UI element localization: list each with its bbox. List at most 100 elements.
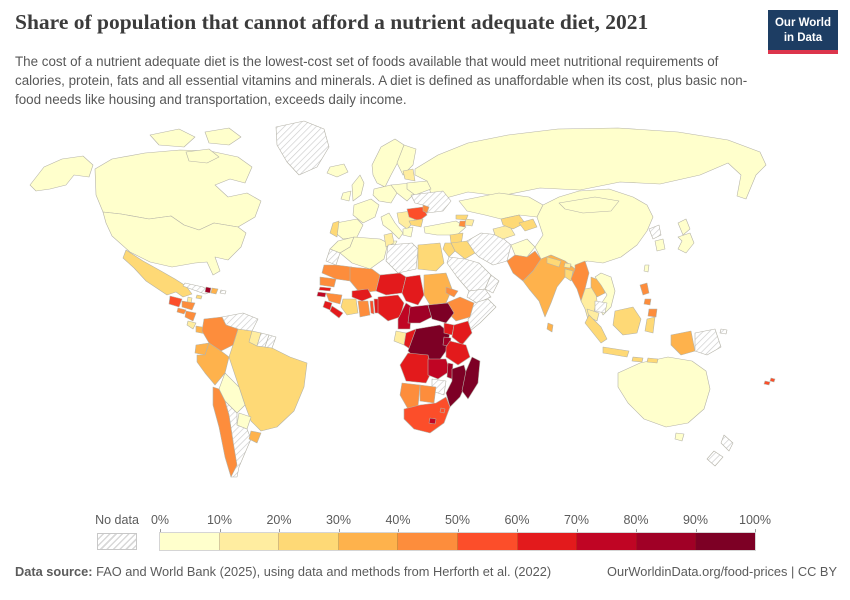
country-indonesia-papua[interactable] <box>670 330 696 356</box>
country-guinea[interactable] <box>325 292 343 305</box>
country-new-britain[interactable] <box>719 328 728 335</box>
country-russia[interactable] <box>414 127 767 200</box>
country-canada-arctic-island[interactable] <box>204 127 242 146</box>
country-gambia[interactable] <box>318 286 332 292</box>
country-honduras[interactable] <box>181 300 196 311</box>
country-new-zealand-north[interactable] <box>720 434 734 452</box>
country-iceland[interactable] <box>326 163 349 178</box>
country-sierra-leone[interactable] <box>322 300 333 311</box>
country-chad[interactable] <box>401 274 425 306</box>
legend-color-segment[interactable] <box>696 533 755 550</box>
country-new-zealand-south[interactable] <box>706 450 724 467</box>
country-azerbaijan[interactable] <box>464 218 475 227</box>
country-french-guiana[interactable] <box>264 334 277 349</box>
legend-color-segment[interactable] <box>219 533 280 550</box>
country-tanzania[interactable] <box>445 340 471 366</box>
country-burkina-faso[interactable] <box>351 288 373 302</box>
country-paraguay[interactable] <box>236 412 252 430</box>
country-mozambique[interactable] <box>445 364 469 408</box>
country-norway-sweden[interactable] <box>371 138 405 188</box>
country-north-korea[interactable] <box>648 224 662 240</box>
country-egypt[interactable] <box>417 242 445 272</box>
country-mongolia[interactable] <box>558 196 620 214</box>
country-alaska[interactable] <box>29 155 94 192</box>
country-taiwan[interactable] <box>643 264 650 273</box>
country-south-africa[interactable] <box>403 396 451 434</box>
country-zambia[interactable] <box>427 358 451 380</box>
country-liberia[interactable] <box>329 305 344 319</box>
legend-no-data-swatch[interactable] <box>97 533 137 550</box>
country-eritrea[interactable] <box>445 286 459 298</box>
country-france[interactable] <box>352 198 380 224</box>
country-philippines[interactable] <box>643 298 652 306</box>
country-el-salvador[interactable] <box>176 307 187 315</box>
country-nicaragua[interactable] <box>184 310 197 322</box>
country-kazakhstan[interactable] <box>458 192 544 220</box>
country-armenia[interactable] <box>458 220 467 228</box>
country-ghana[interactable] <box>357 300 371 318</box>
country-eswatini[interactable] <box>439 407 446 414</box>
legend-color-segment[interactable] <box>577 533 637 550</box>
country-south-korea[interactable] <box>654 238 666 252</box>
legend-color-segment[interactable] <box>636 533 697 550</box>
country-indonesia-sulawesi[interactable] <box>644 316 656 334</box>
country-chile[interactable] <box>212 386 238 478</box>
country-ireland[interactable] <box>340 190 352 202</box>
country-sri-lanka[interactable] <box>546 322 554 333</box>
country-fiji[interactable] <box>763 380 771 386</box>
country-philippines-mindanao[interactable] <box>647 308 658 318</box>
country-puerto-rico[interactable] <box>219 289 227 295</box>
country-kenya[interactable] <box>451 320 473 346</box>
country-costa-rica[interactable] <box>186 320 197 330</box>
country-united-kingdom[interactable] <box>351 174 365 202</box>
country-jamaica[interactable] <box>195 294 203 300</box>
country-mexico[interactable] <box>122 249 193 298</box>
country-tunisia[interactable] <box>383 232 395 248</box>
country-kyrgyzstan[interactable] <box>518 218 538 232</box>
country-cambodia[interactable] <box>594 300 608 314</box>
country-greece[interactable] <box>402 226 414 238</box>
country-senegal[interactable] <box>319 276 337 288</box>
country-bangladesh[interactable] <box>564 268 574 282</box>
country-indonesia-java[interactable] <box>602 346 630 358</box>
country-portugal[interactable] <box>329 220 340 238</box>
country-south-sudan[interactable] <box>427 302 455 324</box>
country-haiti[interactable] <box>204 286 212 294</box>
country-jordan[interactable] <box>442 242 456 258</box>
country-cote-divoire[interactable] <box>340 298 359 316</box>
legend-color-segment[interactable] <box>160 533 220 550</box>
country-guatemala[interactable] <box>168 295 183 308</box>
country-guinea-bissau[interactable] <box>316 291 327 298</box>
license-link[interactable]: OurWorldinData.org/food-prices | CC BY <box>607 564 837 579</box>
country-namibia[interactable] <box>399 382 421 410</box>
country-angola[interactable] <box>399 352 433 384</box>
country-libya[interactable] <box>385 242 419 274</box>
country-indonesia-lesser-sunda[interactable] <box>631 356 644 363</box>
country-japan-hokkaido[interactable] <box>677 218 691 236</box>
owid-logo[interactable]: Our World in Data <box>767 10 838 54</box>
country-tasmania[interactable] <box>674 432 685 442</box>
country-romania[interactable] <box>406 206 428 222</box>
country-fiji[interactable] <box>769 377 776 383</box>
legend-color-segment[interactable] <box>517 533 578 550</box>
legend-color-segment[interactable] <box>279 533 339 550</box>
country-madagascar[interactable] <box>461 356 481 400</box>
country-moldova[interactable] <box>422 204 430 214</box>
country-canada-arctic-island[interactable] <box>185 148 220 164</box>
country-indonesia-lesser-sunda[interactable] <box>646 357 659 364</box>
country-italy[interactable] <box>380 212 404 240</box>
country-bhutan[interactable] <box>563 262 572 269</box>
country-canada-arctic-island[interactable] <box>149 128 196 148</box>
country-peru[interactable] <box>196 342 230 386</box>
country-botswana[interactable] <box>419 384 437 404</box>
country-belarus[interactable] <box>406 180 432 196</box>
country-papua-new-guinea[interactable] <box>694 328 722 356</box>
country-japan-honshu[interactable] <box>677 232 695 254</box>
country-uzbekistan[interactable] <box>500 214 526 230</box>
country-uganda[interactable] <box>443 322 455 336</box>
country-afghanistan[interactable] <box>510 238 536 258</box>
country-cuba[interactable] <box>182 282 212 295</box>
country-indonesia-borneo[interactable] <box>612 306 642 336</box>
country-nepal[interactable] <box>546 256 562 268</box>
country-philippines[interactable] <box>639 282 650 296</box>
